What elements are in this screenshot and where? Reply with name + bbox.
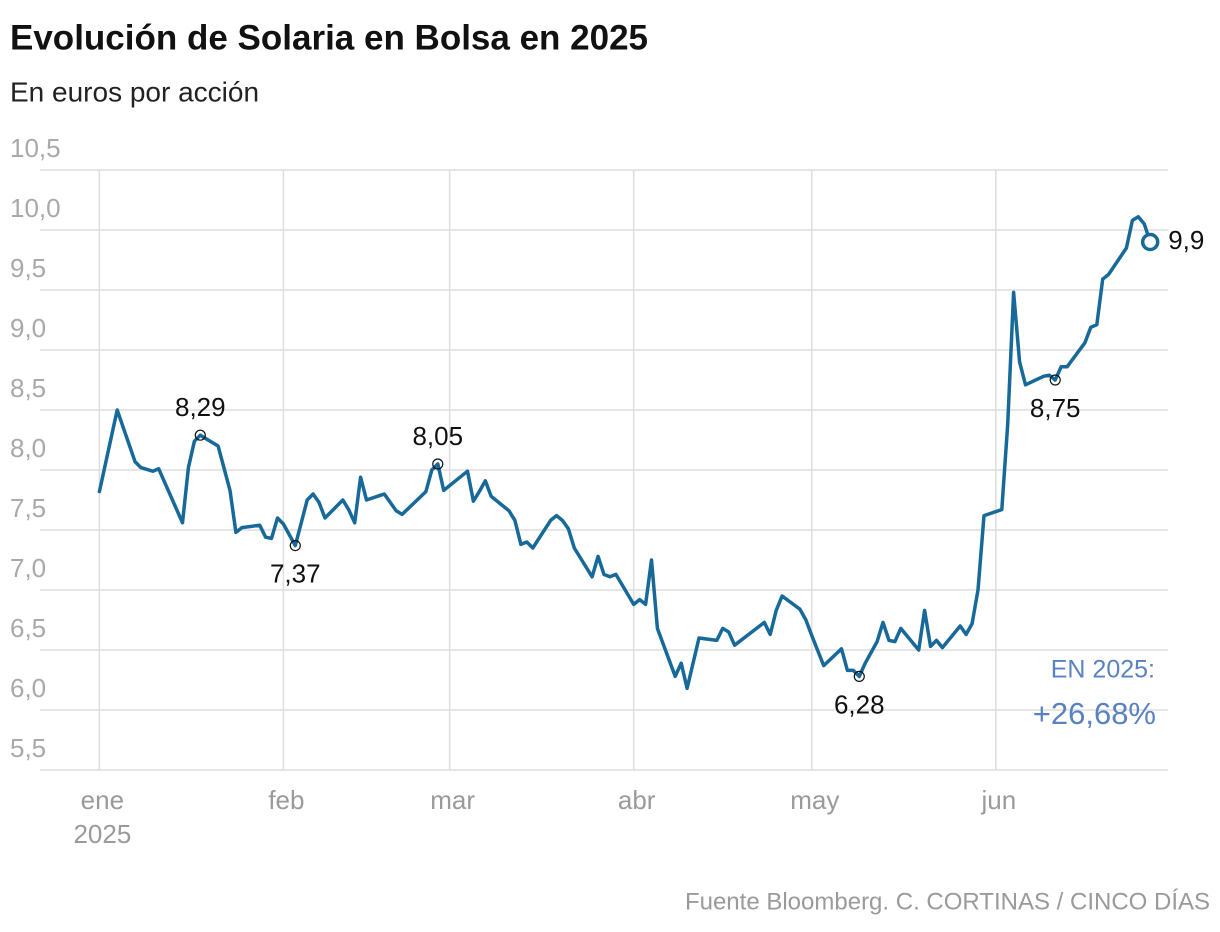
y-tick-label: 6,5 xyxy=(10,613,46,643)
annotation-label: 7,37 xyxy=(270,558,321,588)
y-tick-label: 7,0 xyxy=(10,553,46,583)
chart-subtitle: En euros por acción xyxy=(10,76,259,107)
grid: 5,5 6,0 6,5 7,0 7,5 8,0 8,5 9,0 9,5 10,0 10,5 ene 20… xyxy=(10,133,1168,849)
annotation-marker xyxy=(194,429,206,441)
y-tick-label: 8,5 xyxy=(10,373,46,403)
y-tick-label: 8,0 xyxy=(10,433,46,463)
y-tick-label: 10,0 xyxy=(10,193,61,223)
summary-label: EN 2025: xyxy=(1051,656,1155,684)
y-tick-label: 9,5 xyxy=(10,253,46,283)
x-tick-label: ene xyxy=(81,785,124,815)
x-tick-label: abr xyxy=(618,785,656,815)
y-tick-label: 6,0 xyxy=(10,673,46,703)
source: Fuente Bloomberg. C. CORTINAS / CINCO DÍ… xyxy=(685,888,1210,915)
year-label: 2025 xyxy=(73,819,131,849)
annotation-label: 6,28 xyxy=(834,689,885,719)
annotation-label: 8,05 xyxy=(412,421,463,451)
end-marker xyxy=(1140,232,1160,252)
y-tick-label: 5,5 xyxy=(10,733,46,763)
y-tick-label: 7,5 xyxy=(10,493,46,523)
annotation-label: 8,29 xyxy=(175,392,226,422)
price-line xyxy=(97,215,1152,691)
x-tick-label: mar xyxy=(430,785,475,815)
end-label: 9,9 xyxy=(1168,225,1204,255)
summary-value: +26,68% xyxy=(1033,696,1156,731)
x-tick-label: jun xyxy=(980,785,1016,815)
annotation-marker xyxy=(853,670,865,683)
chart-title: Evolución de Solaria en Bolsa en 2025 xyxy=(10,18,648,57)
x-tick-label: feb xyxy=(268,785,304,815)
annotation-marker xyxy=(432,458,444,470)
annotation-label: 8,75 xyxy=(1030,393,1081,423)
y-tick-label: 10,5 xyxy=(10,133,61,163)
plot: 8,29 7,37 8,05 6,28 8,75 9,9 xyxy=(97,215,1204,719)
annotation-marker xyxy=(1049,374,1061,386)
annotation-marker xyxy=(289,539,301,552)
y-tick-label: 9,0 xyxy=(10,313,46,343)
x-tick-label: may xyxy=(790,785,839,815)
